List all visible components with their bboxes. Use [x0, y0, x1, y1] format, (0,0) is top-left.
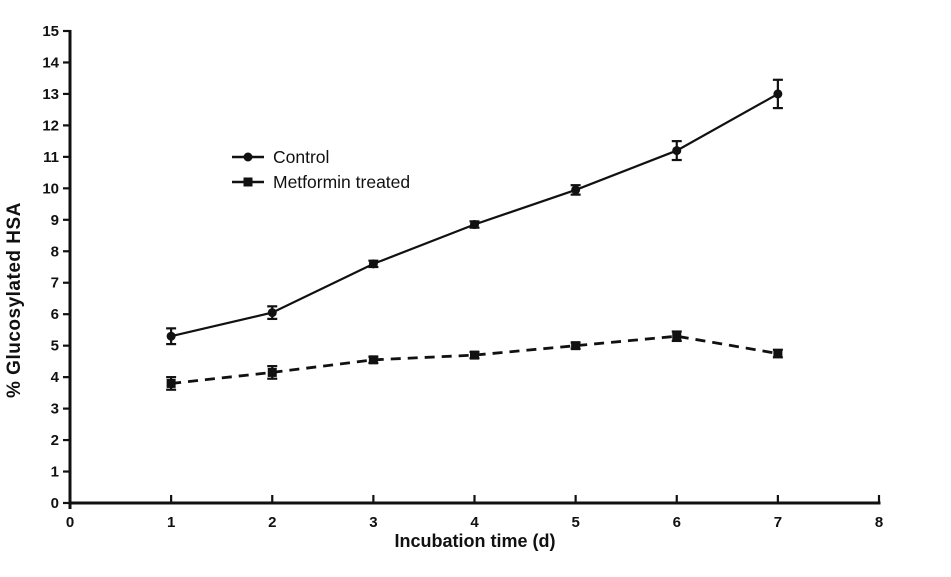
legend-item-metformin: Metformin treated [231, 171, 410, 193]
svg-text:0: 0 [66, 514, 74, 531]
legend-label-metformin: Metformin treated [273, 171, 411, 192]
legend-item-control: Control [231, 146, 410, 168]
svg-text:8: 8 [51, 243, 59, 260]
control-series-marker-icon [232, 152, 264, 162]
svg-text:14: 14 [42, 54, 59, 71]
svg-text:4: 4 [51, 369, 60, 386]
svg-text:6: 6 [673, 514, 681, 531]
svg-text:4: 4 [470, 514, 479, 531]
svg-text:5: 5 [51, 338, 59, 355]
svg-text:2: 2 [268, 514, 276, 531]
svg-text:1: 1 [51, 464, 59, 481]
svg-text:13: 13 [42, 86, 59, 103]
svg-text:10: 10 [42, 180, 59, 197]
legend-label-control: Control [273, 146, 330, 167]
svg-text:3: 3 [51, 401, 59, 418]
y-axis-title: % Glucosylated HSA [4, 202, 25, 398]
svg-text:1: 1 [167, 514, 175, 531]
svg-text:8: 8 [875, 514, 883, 531]
x-axis-title: Incubation time (d) [394, 531, 556, 551]
svg-text:2: 2 [51, 432, 59, 449]
svg-text:5: 5 [571, 514, 579, 531]
svg-text:6: 6 [51, 306, 59, 323]
svg-text:7: 7 [774, 514, 782, 531]
svg-text:15: 15 [42, 23, 59, 40]
svg-text:12: 12 [42, 117, 59, 134]
svg-text:9: 9 [51, 212, 59, 229]
svg-text:3: 3 [369, 514, 377, 531]
svg-text:0: 0 [51, 495, 59, 512]
svg-text:11: 11 [43, 149, 59, 166]
svg-text:7: 7 [51, 275, 59, 292]
metformin-series-marker-icon [232, 177, 264, 187]
legend: Control Metformin treated [231, 146, 410, 193]
